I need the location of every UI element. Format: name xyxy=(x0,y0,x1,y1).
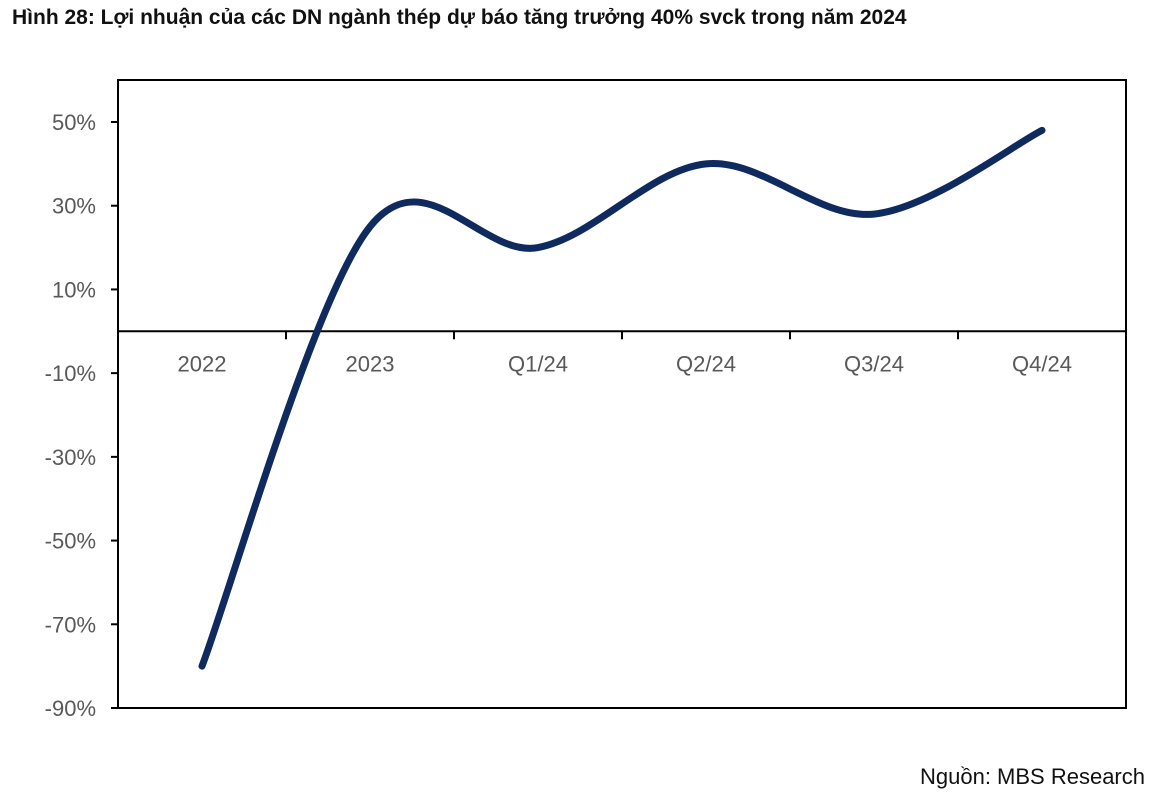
x-tick-label: Q2/24 xyxy=(676,351,736,376)
y-tick-label: -30% xyxy=(45,445,96,470)
x-tick-label: 2022 xyxy=(178,351,227,376)
y-tick-label: 30% xyxy=(52,194,96,219)
y-tick-label: 10% xyxy=(52,277,96,302)
y-tick-label: -50% xyxy=(45,529,96,554)
x-tick-label: Q1/24 xyxy=(508,351,568,376)
y-axis: -90% -70% -50% -30% -10% 10% 30% 50% xyxy=(45,110,118,721)
x-tick-label: Q4/24 xyxy=(1012,351,1072,376)
figure-title: Hình 28: Lợi nhuận của các DN ngành thép… xyxy=(12,6,907,29)
plot-area-border xyxy=(117,79,1127,709)
y-tick-label: -10% xyxy=(45,361,96,386)
figure-source: Nguồn: MBS Research xyxy=(920,764,1145,789)
x-tick-label: 2023 xyxy=(346,351,395,376)
series-line xyxy=(198,126,1046,670)
y-tick-label: -90% xyxy=(45,696,96,721)
series-layer xyxy=(198,126,1046,670)
x-axis: 2022 2023 Q1/24 Q2/24 Q3/24 Q4/24 xyxy=(118,330,1126,376)
x-tick-label: Q3/24 xyxy=(844,351,904,376)
y-tick-label: 50% xyxy=(52,110,96,135)
y-tick-label: -70% xyxy=(45,612,96,637)
